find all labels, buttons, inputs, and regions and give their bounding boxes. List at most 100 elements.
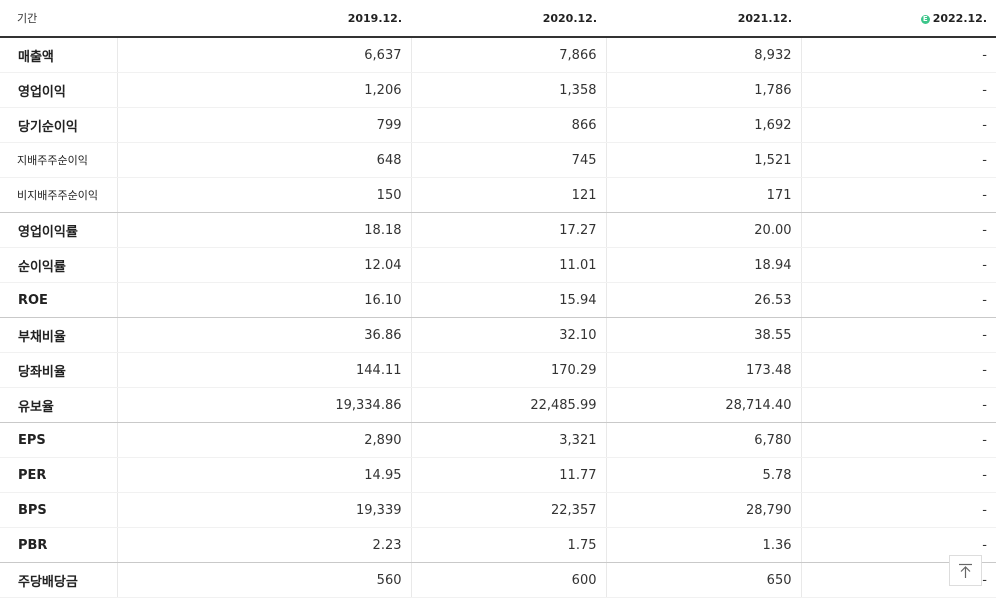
- cell-value: -: [800, 107, 996, 143]
- scroll-to-top-button[interactable]: [949, 555, 982, 586]
- cell-value: -: [800, 317, 996, 353]
- table-row: 당기순이익 799 866 1,692 -: [0, 107, 996, 143]
- table-row: 순이익률 12.04 11.01 18.94 -: [0, 247, 996, 283]
- row-label: BPS: [0, 492, 117, 528]
- period-2021: 2021.12.: [606, 0, 801, 38]
- table-row: 당좌비율 144.11 170.29 173.48 -: [0, 352, 996, 388]
- cell-value: 14.95: [116, 457, 411, 493]
- cell-value: -: [800, 177, 996, 213]
- table-row: 부채비율 36.86 32.10 38.55 -: [0, 317, 996, 353]
- cell-value: -: [800, 492, 996, 528]
- cell-value: 144.11: [116, 352, 411, 388]
- row-label: 유보율: [0, 387, 117, 423]
- cell-value: 866: [410, 107, 606, 143]
- cell-value: 1,521: [605, 142, 801, 178]
- row-label: 부채비율: [0, 317, 117, 353]
- cell-value: 19,334.86: [116, 387, 411, 423]
- row-label: 지배주주순이익: [0, 142, 117, 178]
- cell-value: -: [800, 422, 996, 458]
- cell-value: -: [800, 142, 996, 178]
- row-label: 당기순이익: [0, 107, 117, 143]
- table-row: 영업이익률 18.18 17.27 20.00 -: [0, 212, 996, 248]
- period-2020: 2020.12.: [411, 0, 606, 38]
- cell-value: 799: [116, 107, 411, 143]
- cell-value: -: [800, 212, 996, 248]
- row-label: ROE: [0, 282, 117, 318]
- cell-value: 1.36: [605, 527, 801, 563]
- cell-value: 171: [605, 177, 801, 213]
- cell-value: 18.18: [116, 212, 411, 248]
- cell-value: 170.29: [410, 352, 606, 388]
- row-label: 당좌비율: [0, 352, 117, 388]
- cell-value: 7,866: [410, 37, 606, 73]
- cell-value: 2.23: [116, 527, 411, 563]
- cell-value: -: [800, 282, 996, 318]
- row-label: EPS: [0, 422, 117, 458]
- cell-value: -: [800, 457, 996, 493]
- table-row: BPS 19,339 22,357 28,790 -: [0, 492, 996, 528]
- cell-value: -: [800, 247, 996, 283]
- cell-value: 38.55: [605, 317, 801, 353]
- row-label: 주당배당금: [0, 562, 117, 598]
- cell-value: 1,786: [605, 72, 801, 108]
- cell-value: 26.53: [605, 282, 801, 318]
- table-row: 지배주주순이익 648 745 1,521 -: [0, 142, 996, 178]
- estimate-badge-icon: E: [920, 14, 930, 24]
- period-label: 기간: [0, 0, 117, 38]
- table-row: 주당배당금 560 600 650 -: [0, 562, 996, 598]
- cell-value: 15.94: [410, 282, 606, 318]
- cell-value: 16.10: [116, 282, 411, 318]
- cell-value: -: [800, 387, 996, 423]
- cell-value: 121: [410, 177, 606, 213]
- cell-value: 5.78: [605, 457, 801, 493]
- table-row: 유보율 19,334.86 22,485.99 28,714.40 -: [0, 387, 996, 423]
- row-label: 매출액: [0, 37, 117, 73]
- table-row: PBR 2.23 1.75 1.36 -: [0, 527, 996, 563]
- row-label: 영업이익률: [0, 212, 117, 248]
- cell-value: 17.27: [410, 212, 606, 248]
- cell-value: 20.00: [605, 212, 801, 248]
- cell-value: 6,780: [605, 422, 801, 458]
- row-label: 영업이익: [0, 72, 117, 108]
- row-label: 순이익률: [0, 247, 117, 283]
- cell-value: 1,358: [410, 72, 606, 108]
- cell-value: 8,932: [605, 37, 801, 73]
- cell-value: 28,714.40: [605, 387, 801, 423]
- cell-value: 6,637: [116, 37, 411, 73]
- row-label: PER: [0, 457, 117, 493]
- cell-value: 648: [116, 142, 411, 178]
- cell-value: 650: [605, 562, 801, 598]
- cell-value: 1,692: [605, 107, 801, 143]
- table-row: PER 14.95 11.77 5.78 -: [0, 457, 996, 493]
- table-row: ROE 16.10 15.94 26.53 -: [0, 282, 996, 318]
- cell-value: 12.04: [116, 247, 411, 283]
- cell-value: 19,339: [116, 492, 411, 528]
- cell-value: 600: [410, 562, 606, 598]
- cell-value: 1.75: [410, 527, 606, 563]
- cell-value: 22,485.99: [410, 387, 606, 423]
- cell-value: 36.86: [116, 317, 411, 353]
- cell-value: 22,357: [410, 492, 606, 528]
- row-label: PBR: [0, 527, 117, 563]
- period-2019: 2019.12.: [117, 0, 411, 38]
- cell-value: 1,206: [116, 72, 411, 108]
- table-row: 영업이익 1,206 1,358 1,786 -: [0, 72, 996, 108]
- table-header-row: 기간 2019.12. 2020.12. 2021.12. E 2022.12.: [0, 0, 996, 38]
- table-row: 매출액 6,637 7,866 8,932 -: [0, 37, 996, 73]
- cell-value: 18.94: [605, 247, 801, 283]
- cell-value: -: [800, 72, 996, 108]
- arrow-up-to-top-icon: [959, 563, 972, 578]
- cell-value: 150: [116, 177, 411, 213]
- cell-value: 3,321: [410, 422, 606, 458]
- table-row: EPS 2,890 3,321 6,780 -: [0, 422, 996, 458]
- period-2022-label: 2022.12.: [932, 11, 987, 25]
- cell-value: 173.48: [605, 352, 801, 388]
- cell-value: 11.77: [410, 457, 606, 493]
- cell-value: 745: [410, 142, 606, 178]
- cell-value: 2,890: [116, 422, 411, 458]
- period-2022-estimate: E 2022.12.: [801, 0, 996, 38]
- cell-value: -: [800, 352, 996, 388]
- cell-value: 28,790: [605, 492, 801, 528]
- cell-value: 11.01: [410, 247, 606, 283]
